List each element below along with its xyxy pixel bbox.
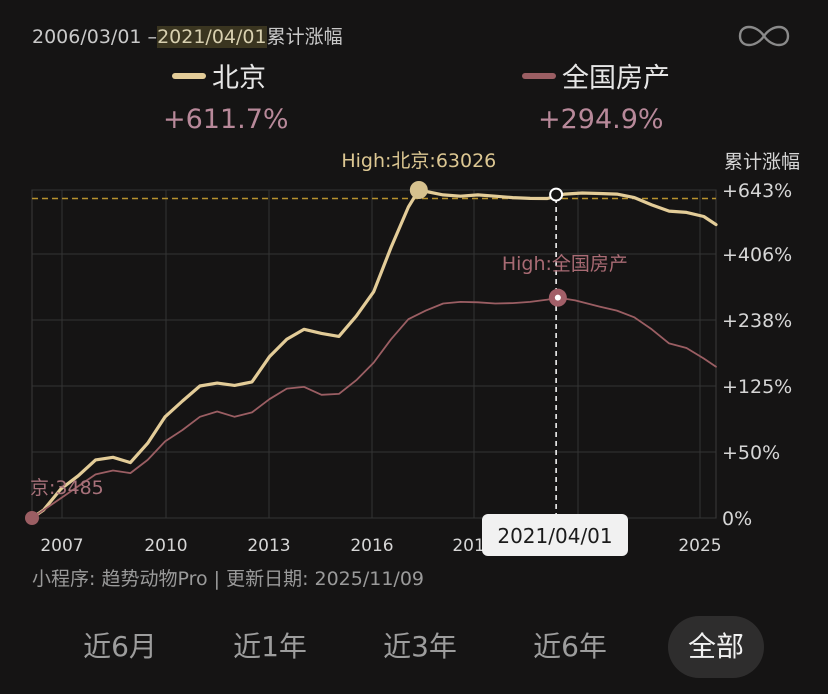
tab-all[interactable]: 全部 — [668, 616, 764, 678]
line-chart[interactable]: 0% +50% +125% +238% +406% +643% 2007 2010 2013 20… — [0, 0, 828, 600]
legend-beijing-swatch — [172, 72, 206, 79]
footer-info: 小程序: 趋势动物Pro | 更新日期: 2025/11/09 — [32, 568, 425, 590]
tab-3-years[interactable]: 近3年 — [383, 630, 457, 663]
x-tick-label-0: 2007 — [40, 536, 83, 556]
range-suffix: 累计涨幅 — [266, 26, 343, 48]
y-tick-label-3: +238% — [722, 310, 792, 332]
beijing-high-marker — [409, 181, 428, 199]
national-high-marker-dot — [554, 294, 561, 301]
crosshair-date-box — [482, 514, 628, 556]
legend-beijing[interactable]: 北京 — [172, 56, 266, 95]
series-line-national — [31, 296, 717, 519]
beijing-high-label: High:北京:63026 — [341, 150, 496, 172]
x-tick-label-1: 2010 — [144, 536, 187, 556]
range-end: 2021/04/01 — [157, 26, 267, 48]
start-point-marker — [25, 511, 39, 525]
y-axis-unit-label: 累计涨幅 — [724, 151, 801, 173]
national-high-label: High:全国房产 — [502, 253, 628, 275]
legend-national-swatch — [522, 72, 556, 79]
y-tick-label-1: +50% — [722, 442, 780, 464]
tab-6-months[interactable]: 近6月 — [83, 630, 157, 663]
date-range-label: 2006/03/01 –2021/04/01累计涨幅 — [32, 22, 343, 49]
legend-national[interactable]: 全国房产 — [522, 56, 670, 95]
legend-beijing-label: 北京 — [212, 63, 266, 94]
x-tick-label-2: 2013 — [247, 536, 290, 556]
legend-national-value: +294.9% — [538, 104, 664, 135]
tab-1-year[interactable]: 近1年 — [233, 630, 307, 663]
crosshair-date-label: 2021/04/01 — [497, 524, 612, 548]
range-start: 2006/03/01 – — [32, 26, 158, 48]
y-tick-label-0: 0% — [722, 508, 752, 530]
y-tick-label-4: +406% — [722, 244, 792, 266]
crosshair-point-beijing — [549, 187, 564, 202]
tab-6-years[interactable]: 近6年 — [533, 630, 607, 663]
y-tick-label-5: +643% — [722, 180, 792, 202]
start-value-label: 京:3485 — [30, 477, 104, 499]
infinity-icon[interactable] — [730, 18, 798, 54]
time-range-tabs: 近6月 近1年 近3年 近6年 全部 — [0, 606, 828, 688]
series-line-beijing — [30, 188, 718, 520]
legend-beijing-value: +611.7% — [163, 104, 289, 135]
x-tick-label-6: 2025 — [678, 536, 721, 556]
legend-national-label: 全国房产 — [562, 63, 670, 94]
y-tick-label-2: +125% — [722, 376, 792, 398]
x-tick-label-3: 2016 — [350, 536, 393, 556]
